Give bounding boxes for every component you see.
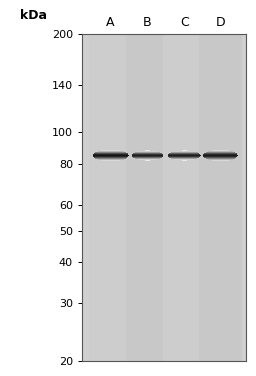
Bar [163,34,206,361]
Text: kDa: kDa [20,9,47,23]
Bar [89,34,132,361]
Bar [126,34,169,361]
Bar [199,34,242,361]
